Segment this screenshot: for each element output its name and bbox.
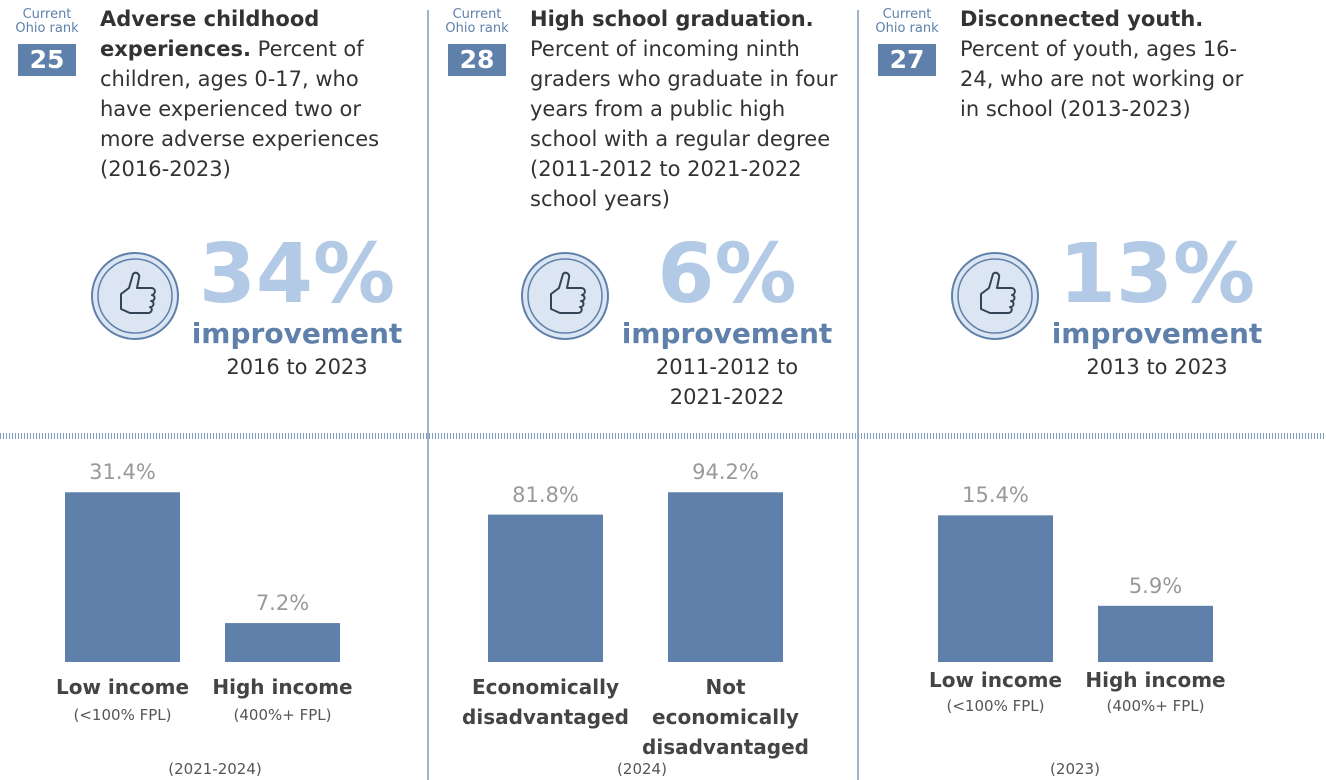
value-label: 7.2%: [255, 591, 310, 616]
improvement-period: 2013 to 2023: [1086, 355, 1228, 379]
value-label: 94.2%: [692, 460, 759, 485]
improvement-percent: 34%: [198, 227, 396, 322]
description: Disconnected youth. Percent of youth, ag…: [960, 4, 1260, 124]
rank-label: Current Ohio rank: [445, 7, 509, 36]
improvement-percent: 6%: [657, 227, 797, 322]
bar: [668, 492, 783, 662]
subcategory-label: (<100% FPL): [73, 706, 172, 724]
value-label: 31.4%: [89, 460, 156, 485]
category-label: High income: [212, 675, 353, 699]
icon-ring: [91, 252, 179, 340]
value-label: 5.9%: [1128, 573, 1183, 598]
rank-label: Current Ohio rank: [875, 7, 939, 36]
thumb-icon: [120, 271, 156, 314]
subcategory-label: (400%+ FPL): [233, 706, 332, 724]
description-text: Percent of youth, ages 16-24, who are no…: [960, 37, 1244, 121]
category-label: High income: [1085, 668, 1226, 692]
thumb-icon: [550, 271, 586, 314]
improvement-word: improvement: [191, 317, 403, 350]
bar: [1098, 605, 1213, 662]
subcategory-label: (<100% FPL): [946, 697, 1045, 715]
bar: [65, 492, 180, 662]
title: Adverse childhood experiences.: [100, 7, 320, 61]
bar: [938, 515, 1053, 662]
improvement-period: 2011-2012 to 2021-2022: [655, 355, 799, 409]
thumb-icon: [980, 271, 1016, 314]
rank-number: 25: [18, 44, 76, 76]
improvement-word: improvement: [621, 317, 833, 350]
icon-ring-inner: [957, 258, 1033, 334]
icon-ring-inner: [97, 258, 173, 334]
value-label: 81.8%: [512, 482, 579, 507]
icon-ring: [521, 252, 609, 340]
description-text: Percent of incoming ninth graders who gr…: [530, 37, 838, 211]
title: High school graduation.: [530, 7, 814, 31]
description: High school graduation. Percent of incom…: [530, 4, 850, 214]
category-label: Low income: [928, 668, 1063, 692]
bar: [488, 514, 603, 662]
description: Adverse childhood experiences. Percent o…: [100, 4, 400, 184]
rank-label: Current Ohio rank: [15, 7, 79, 36]
icon-ring: [951, 252, 1039, 340]
category-label: Economically disadvantaged: [462, 675, 629, 729]
improvement-period: 2016 to 2023: [226, 355, 368, 379]
improvement-word: improvement: [1051, 317, 1263, 350]
icon-ring-inner: [527, 258, 603, 334]
category-label: Low income: [55, 675, 190, 699]
rank-number: 27: [878, 44, 936, 76]
value-label: 15.4%: [962, 483, 1029, 508]
period-note: (2024): [617, 760, 667, 778]
category-label: Not economically disadvantaged: [642, 675, 809, 759]
rank-number: 28: [448, 44, 506, 76]
description-text: Percent of children, ages 0-17, who have…: [100, 37, 380, 181]
title: Disconnected youth.: [960, 7, 1204, 31]
period-note: (2023): [1050, 760, 1100, 778]
subcategory-label: (400%+ FPL): [1106, 697, 1205, 715]
improvement-percent: 13%: [1058, 227, 1256, 322]
bar: [225, 623, 340, 662]
period-note: (2021-2024): [168, 760, 262, 778]
